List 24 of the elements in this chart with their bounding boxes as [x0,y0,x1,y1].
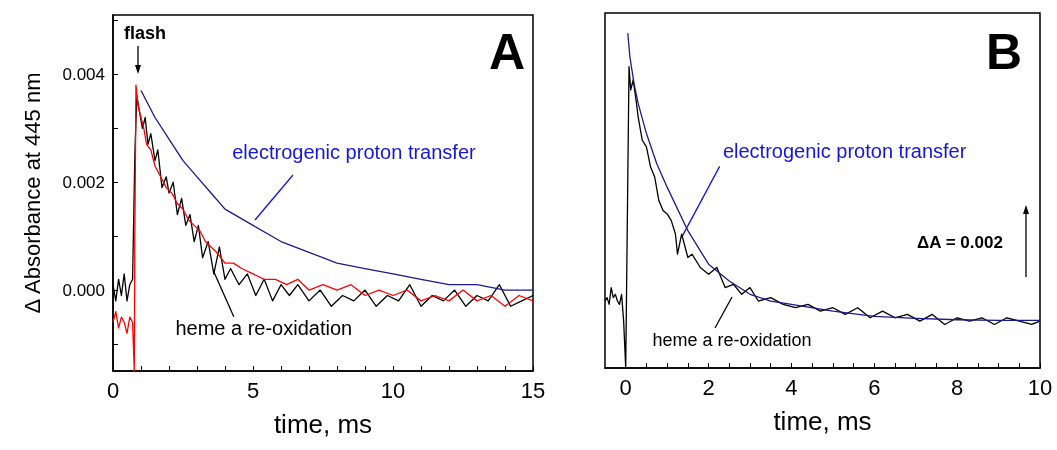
x-tick-label: 4 [785,374,798,400]
y-axis-title: Δ Absorbance at 445 nm [19,72,45,314]
x-axis-title: time, ms [273,409,373,439]
annotation: heme a re-oxidation [652,330,812,350]
y-tick-label: 0.002 [62,172,105,192]
x-tick-label: 0 [619,374,632,400]
x-tick-label: 8 [951,374,964,400]
chart-title: B [985,24,1022,80]
x-tick-label: 0 [106,377,120,403]
x-axis-title: time, ms [773,406,872,436]
x-tick-label: 10 [1027,374,1053,400]
x-tick-label: 5 [246,377,260,403]
x-tick-label: 2 [702,374,715,400]
x-tick-label: 15 [520,377,546,403]
y-tick-label: 0.004 [62,64,105,84]
x-tick-label: 6 [868,374,881,400]
chart-title: A [488,24,525,80]
annotation: electrogenic proton transfer [722,140,967,163]
x-tick-label: 10 [380,377,406,403]
y-tick-label: 0.000 [62,280,105,300]
annotation: heme a re-oxidation [175,316,353,339]
annotation: flash [123,23,167,43]
annotation: electrogenic proton transfer [232,140,477,163]
annotation: ΔA = 0.002 [917,232,1003,252]
